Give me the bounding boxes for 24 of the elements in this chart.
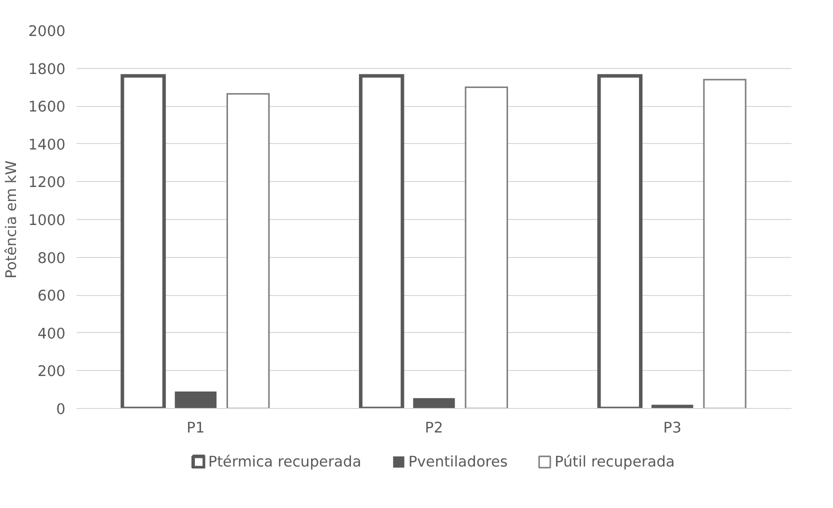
y-tick-label: 200	[38, 363, 66, 380]
bar	[464, 86, 508, 408]
y-axis-title: Potência em kW	[3, 160, 20, 279]
y-tick-label: 1400	[28, 136, 66, 154]
y-tick-label: 800	[38, 250, 66, 267]
y-tick-label: 0	[56, 401, 66, 418]
y-tick-label: 1800	[28, 60, 66, 78]
x-tick-label: P1	[186, 420, 205, 436]
y-tick-label: 1000	[28, 212, 66, 229]
legend-label: Ptérmica recuperada	[208, 453, 362, 470]
legend-label: Pútil recuperada	[554, 453, 675, 470]
y-tick-label: 600	[38, 288, 66, 305]
y-tick-label: 1200	[28, 174, 66, 192]
bar	[413, 398, 455, 408]
legend-label: Pventiladores	[408, 453, 508, 470]
y-tick-label: 1600	[28, 98, 66, 116]
x-tick-label: P3	[663, 420, 682, 436]
x-tick-label: P2	[424, 420, 444, 436]
bar	[703, 78, 746, 408]
y-tick-label: 400	[38, 325, 66, 342]
bar	[174, 391, 217, 408]
y-tick-label: 2000	[28, 23, 66, 40]
bar	[651, 404, 694, 408]
bar	[226, 93, 270, 408]
